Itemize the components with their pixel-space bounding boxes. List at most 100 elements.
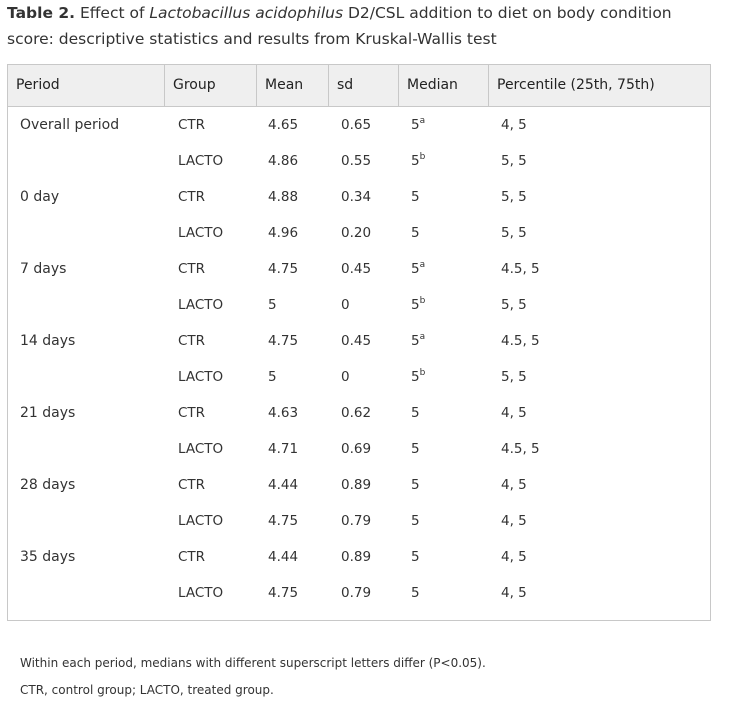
median-superscript: a [419,331,426,342]
cell-mean: 4.65 [268,107,298,143]
cell-period-value: Overall period [20,117,120,133]
cell-group-value: LACTO [178,225,224,241]
cell-percentile-value: 5, 5 [501,225,527,241]
footnote-abbreviations: CTR, control group; LACTO, treated group… [20,683,274,697]
cell-group-value: CTR [178,189,206,205]
cell-percentile-value: 4, 5 [501,585,527,601]
cell-mean: 4.71 [268,431,298,467]
cell-group: CTR [178,107,205,143]
cell-mean-value: 4.75 [268,585,299,601]
cell-percentile-value: 5, 5 [501,297,527,313]
cell-percentile-value: 4.5, 5 [501,333,540,349]
cell-sd-value: 0 [341,369,350,385]
cell-sd: 0.65 [341,107,371,143]
cell-percentile-value: 5, 5 [501,369,527,385]
cell-median-value: 5 [411,225,420,241]
cell-mean-value: 5 [268,369,277,385]
cell-period-value: 0 day [20,189,60,205]
header-period: Period [8,65,165,106]
cell-group: CTR [178,395,205,431]
cell-median: 5a [411,251,425,287]
table-label: Table 2. [7,4,76,22]
cell-median-value: 5 [411,585,420,601]
cell-mean: 5 [268,287,277,323]
cell-sd-value: 0.20 [341,225,372,241]
cell-median-value: 5 [411,153,420,169]
cell-median: 5 [411,179,420,215]
cell-median-value: 5 [411,261,420,277]
cell-sd: 0.55 [341,143,371,179]
cell-period: 28 days [20,467,75,503]
cell-median: 5b [411,359,425,395]
cell-mean-value: 4.96 [268,225,299,241]
table-row: 21 days CTR 4.63 0.62 5 4, 5 [8,395,710,431]
cell-group: LACTO [178,143,223,179]
cell-median-value: 5 [411,189,420,205]
cell-median: 5 [411,431,420,467]
cell-sd: 0 [341,359,350,395]
cell-group: LACTO [178,431,223,467]
cell-median: 5b [411,143,425,179]
cell-percentile: 4, 5 [501,503,527,539]
cell-median: 5 [411,467,420,503]
cell-median: 5a [411,107,425,143]
median-superscript: a [419,115,426,126]
table-row: LACTO 5 0 5b 5, 5 [8,359,710,395]
caption-text-before: Effect of [75,4,150,22]
cell-sd: 0.34 [341,179,371,215]
cell-group-value: LACTO [178,297,224,313]
cell-percentile: 4, 5 [501,539,527,575]
cell-sd: 0.45 [341,251,371,287]
cell-group-value: CTR [178,477,206,493]
cell-percentile: 4.5, 5 [501,323,540,359]
cell-sd-value: 0.89 [341,477,372,493]
cell-group: CTR [178,251,205,287]
table-row: 14 days CTR 4.75 0.45 5a 4.5, 5 [8,323,710,359]
cell-percentile: 5, 5 [501,143,527,179]
table-row: Overall period CTR 4.65 0.65 5a 4, 5 [8,107,710,143]
cell-mean: 4.44 [268,467,298,503]
cell-mean-value: 4.75 [268,333,299,349]
cell-mean-value: 4.75 [268,513,299,529]
cell-mean: 4.44 [268,539,298,575]
cell-percentile-value: 4, 5 [501,477,527,493]
cell-median: 5 [411,215,420,251]
header-group: Group [165,65,257,106]
cell-group-value: LACTO [178,153,224,169]
cell-period-value: 21 days [20,405,76,421]
cell-mean: 4.63 [268,395,298,431]
table-row: LACTO 4.75 0.79 5 4, 5 [8,575,710,611]
cell-percentile: 5, 5 [501,179,527,215]
cell-group-value: CTR [178,405,206,421]
table-row: 28 days CTR 4.44 0.89 5 4, 5 [8,467,710,503]
table-body: Overall period CTR 4.65 0.65 5a 4, 5 LACTO 4.86… [8,107,710,611]
header-percentile: Percentile (25th, 75th) [497,77,655,93]
cell-percentile-value: 4, 5 [501,117,527,133]
cell-mean: 4.96 [268,215,298,251]
table-row: LACTO 4.86 0.55 5b 5, 5 [8,143,710,179]
cell-percentile-value: 5, 5 [501,189,527,205]
data-table: Period Group Mean sd Median Percentile (… [7,64,711,621]
median-superscript: b [419,151,426,162]
caption-text-after: D2/CSL addition to diet on body conditio… [7,4,672,48]
cell-mean-value: 4.71 [268,441,299,457]
cell-period-value: 35 days [20,549,76,565]
cell-median: 5 [411,539,420,575]
cell-group-value: LACTO [178,441,224,457]
cell-group-value: CTR [178,117,206,133]
cell-percentile-value: 4.5, 5 [501,441,540,457]
cell-mean-value: 4.44 [268,477,299,493]
cell-period: Overall period [20,107,119,143]
cell-mean: 5 [268,359,277,395]
cell-group: LACTO [178,503,223,539]
table-row: 35 days CTR 4.44 0.89 5 4, 5 [8,539,710,575]
species-name: Lactobacillus acidophilus [149,4,344,22]
median-superscript: a [419,259,426,270]
cell-median-value: 5 [411,297,420,313]
cell-period: 35 days [20,539,75,575]
cell-group: CTR [178,467,205,503]
cell-sd-value: 0.79 [341,585,372,601]
cell-mean-value: 4.44 [268,549,299,565]
cell-median-value: 5 [411,441,420,457]
table-row: 0 day CTR 4.88 0.34 5 5, 5 [8,179,710,215]
